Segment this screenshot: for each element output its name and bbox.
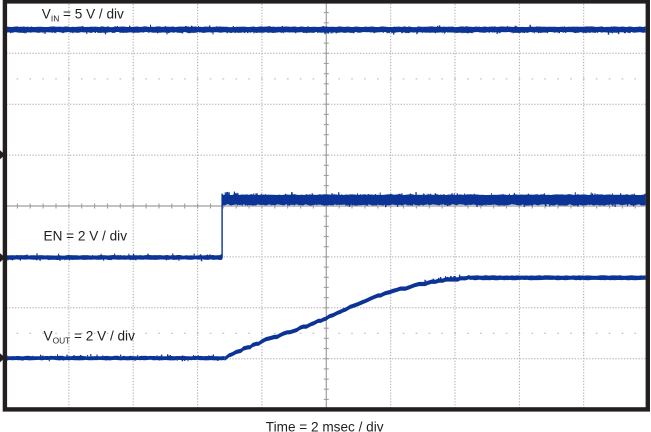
svg-text:Time = 2 msec / div: Time = 2 msec / div <box>266 419 384 432</box>
svg-text:VIN = 5 V / div: VIN = 5 V / div <box>42 7 124 24</box>
svg-text:EN = 2 V / div: EN = 2 V / div <box>44 228 128 243</box>
